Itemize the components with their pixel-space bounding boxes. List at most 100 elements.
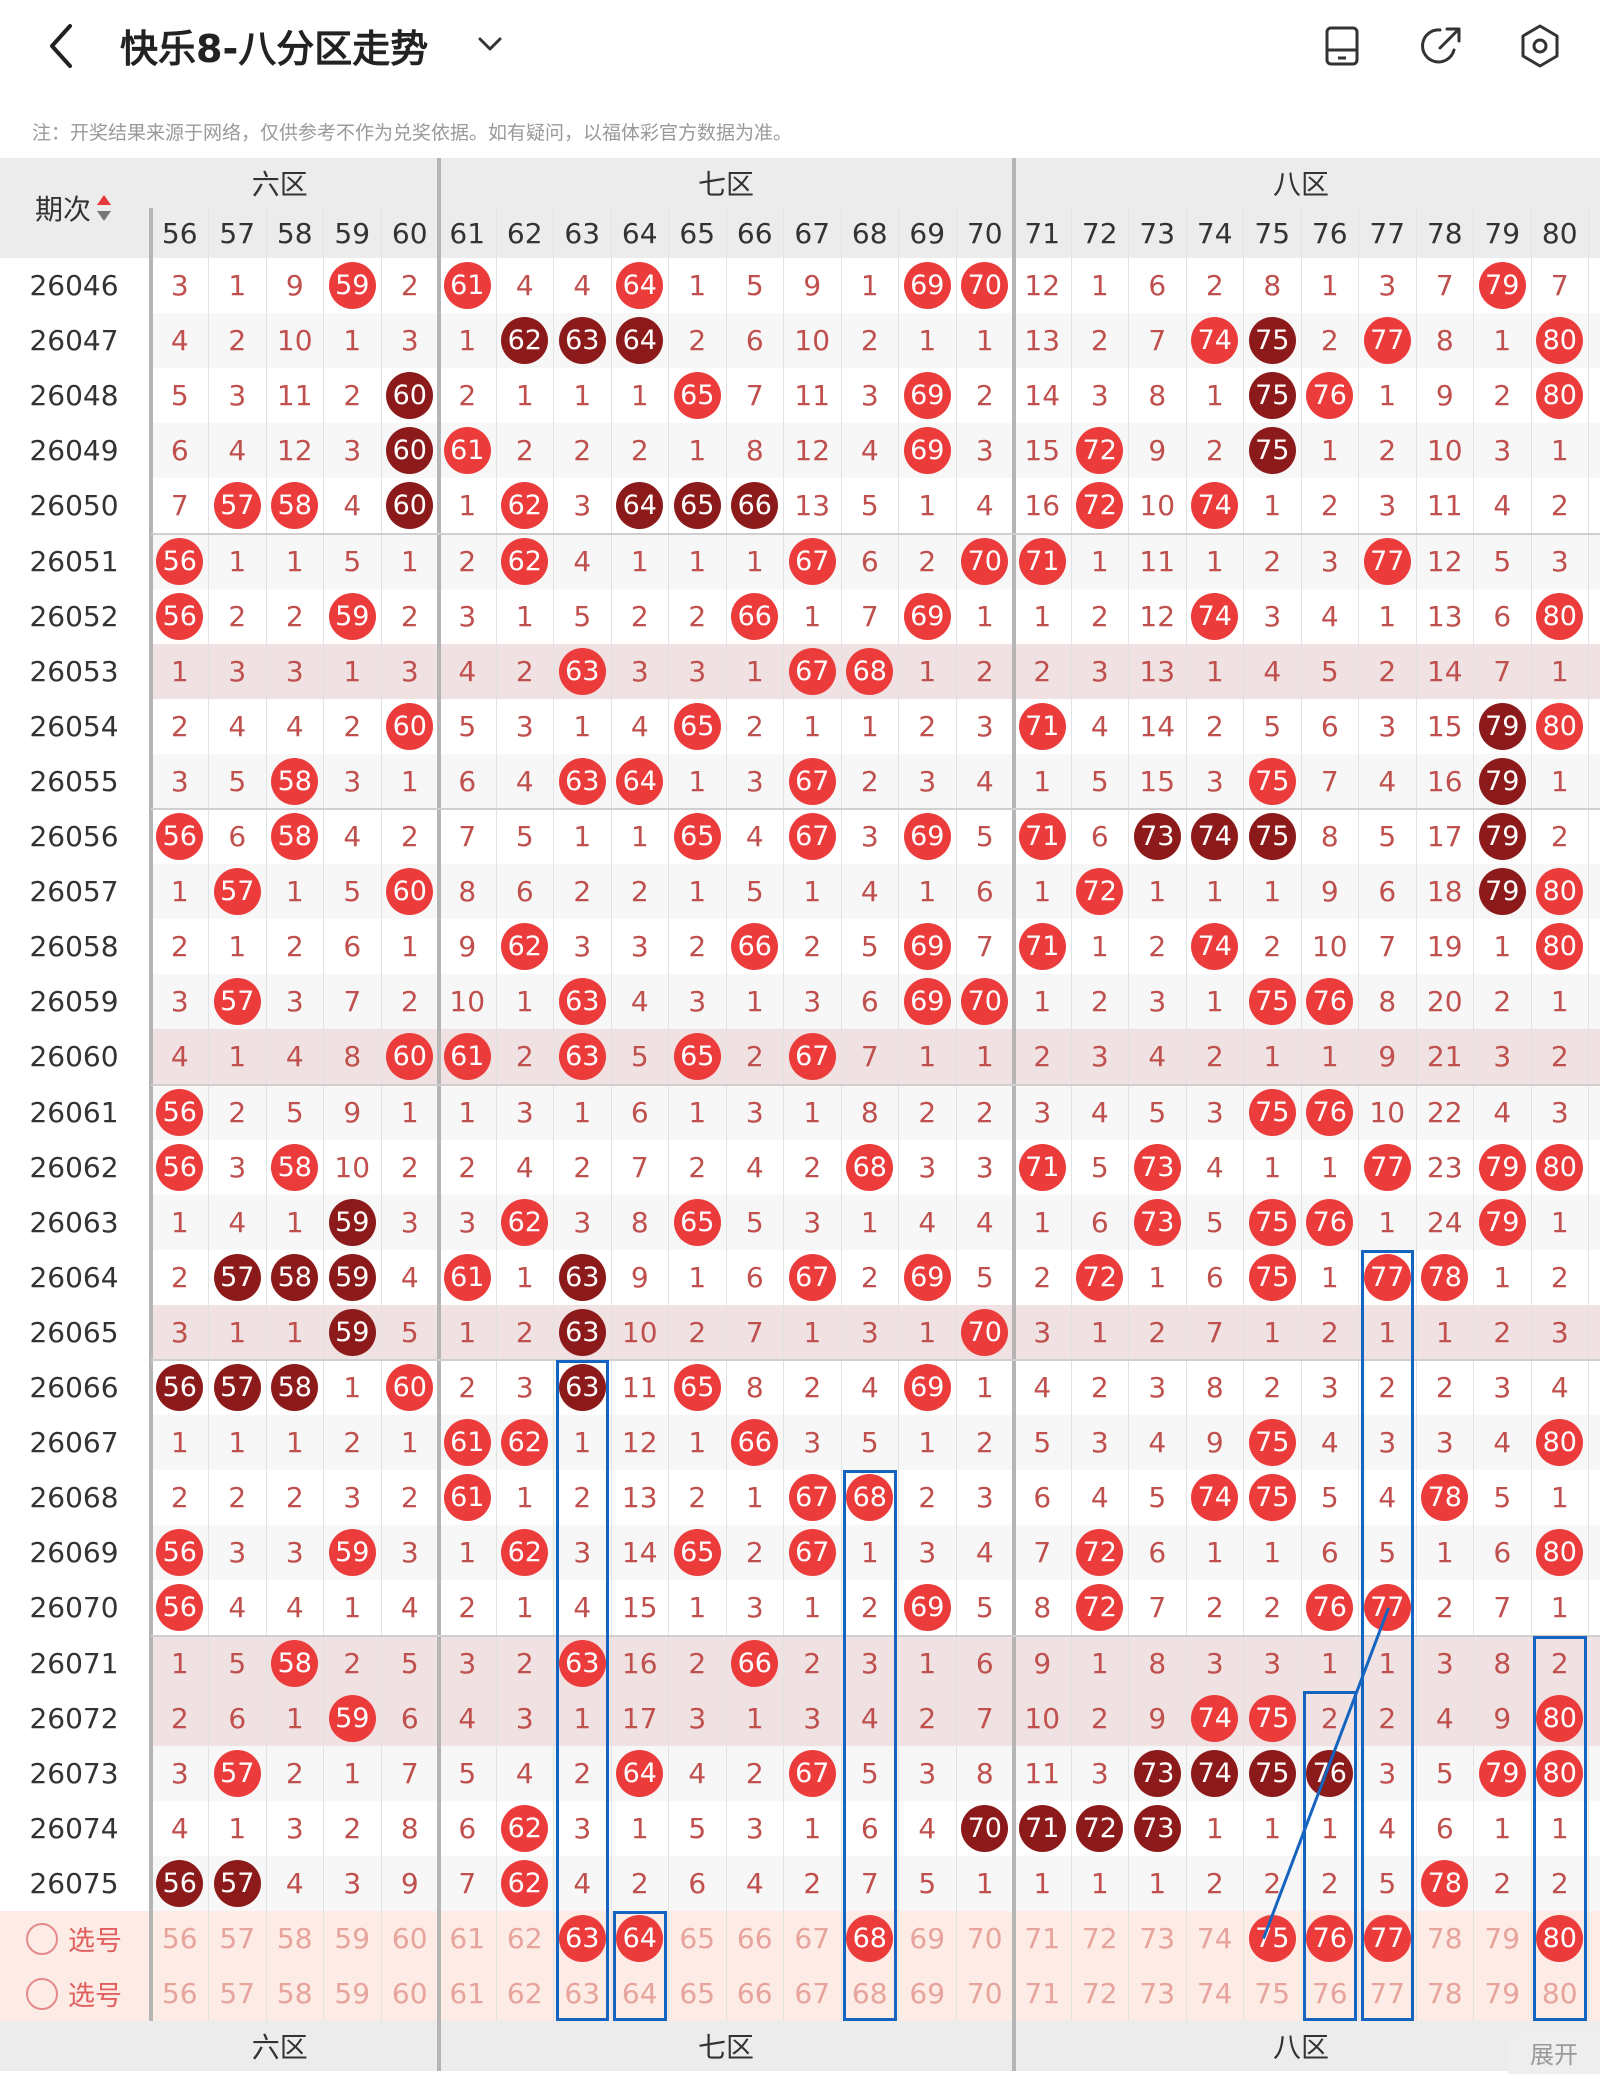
select-cell[interactable]: 78: [1426, 1922, 1463, 1956]
settings-icon[interactable]: [1514, 20, 1566, 72]
select-cell[interactable]: 67: [794, 1922, 831, 1956]
trend-cell: 1: [1205, 544, 1224, 578]
select-cell[interactable]: 64: [621, 1977, 658, 2011]
share-icon[interactable]: [1416, 20, 1468, 72]
select-cell[interactable]: 79: [1484, 1922, 1521, 1956]
select-cell[interactable]: 80: [1531, 1911, 1589, 1966]
select-cell[interactable]: 73: [1139, 1977, 1176, 2011]
trend-cell: 80: [1531, 1691, 1589, 1746]
selected-ball[interactable]: 63: [558, 1915, 606, 1963]
trend-cell: 75: [1244, 1250, 1302, 1305]
select-cell[interactable]: 71: [1024, 1977, 1061, 2011]
trend-cell: 69: [899, 1250, 957, 1305]
select-cell[interactable]: 67: [794, 1977, 831, 2011]
select-cell[interactable]: 74: [1196, 1922, 1233, 1956]
trend-cell: 57: [209, 478, 267, 533]
select-cell[interactable]: 77: [1369, 1977, 1406, 2011]
trend-cell: 6: [688, 1866, 707, 1900]
number-ball: 69: [903, 372, 951, 420]
select-cell[interactable]: 80: [1541, 1977, 1578, 2011]
selected-ball[interactable]: 68: [846, 1915, 894, 1963]
select-row-label[interactable]: 选号: [0, 1911, 148, 1966]
select-cell[interactable]: 73: [1139, 1922, 1176, 1956]
selected-ball[interactable]: 64: [616, 1915, 664, 1963]
layout-switch-icon[interactable]: [1318, 20, 1370, 72]
select-cell[interactable]: 62: [506, 1977, 543, 2011]
trend-cell: 7: [1033, 1536, 1052, 1570]
trend-cell: 2: [975, 1095, 994, 1129]
select-cell[interactable]: 61: [449, 1922, 486, 1956]
select-cell[interactable]: 59: [334, 1922, 371, 1956]
select-cell[interactable]: 65: [679, 1977, 716, 2011]
back-arrow-icon[interactable]: [38, 18, 88, 74]
select-cell[interactable]: 66: [736, 1977, 773, 2011]
trend-cell: 1: [515, 1591, 534, 1625]
select-cell[interactable]: 56: [161, 1922, 198, 1956]
select-cell[interactable]: 64: [611, 1911, 669, 1966]
select-cell[interactable]: 63: [564, 1977, 601, 2011]
trend-cell: 3: [573, 930, 592, 964]
select-cell[interactable]: 79: [1484, 1977, 1521, 2011]
chevron-down-icon[interactable]: [472, 26, 508, 62]
select-cell[interactable]: 75: [1244, 1911, 1302, 1966]
select-cell[interactable]: 61: [449, 1977, 486, 2011]
select-cell[interactable]: 71: [1024, 1922, 1061, 1956]
select-cell[interactable]: 72: [1081, 1977, 1118, 2011]
trend-cell: 75: [1244, 313, 1302, 368]
trend-cell: 5: [1148, 1481, 1167, 1515]
select-cell[interactable]: 60: [391, 1922, 428, 1956]
select-cell[interactable]: 58: [276, 1922, 313, 1956]
column-number: 58: [276, 216, 313, 250]
select-cell[interactable]: 69: [909, 1922, 946, 1956]
selected-ball[interactable]: 80: [1536, 1915, 1584, 1963]
select-cell[interactable]: 76: [1311, 1977, 1348, 2011]
select-cell[interactable]: 75: [1254, 1977, 1291, 2011]
select-cell[interactable]: 59: [334, 1977, 371, 2011]
trend-cell: 8: [1263, 269, 1282, 303]
select-cell[interactable]: 70: [966, 1977, 1003, 2011]
select-cell[interactable]: 56: [161, 1977, 198, 2011]
number-ball: 69: [903, 427, 951, 475]
number-ball: 80: [1536, 592, 1584, 640]
trend-cell: 3: [803, 1205, 822, 1239]
select-cell[interactable]: 62: [506, 1922, 543, 1956]
select-cell[interactable]: 70: [966, 1922, 1003, 1956]
select-radio[interactable]: [26, 1977, 58, 2010]
select-cell[interactable]: 78: [1426, 1977, 1463, 2011]
select-cell[interactable]: 60: [391, 1977, 428, 2011]
select-row-label[interactable]: 选号: [0, 1966, 148, 2021]
select-cell[interactable]: 68: [851, 1977, 888, 2011]
select-radio[interactable]: [26, 1922, 58, 1955]
trend-cell: 63: [554, 1360, 612, 1415]
select-cell[interactable]: 57: [219, 1977, 256, 2011]
select-cell[interactable]: 63: [554, 1911, 612, 1966]
select-cell[interactable]: 66: [736, 1922, 773, 1956]
trend-cell: 64: [611, 258, 669, 313]
select-cell[interactable]: 69: [909, 1977, 946, 2011]
select-cell[interactable]: 58: [276, 1977, 313, 2011]
trend-table[interactable]: 六区 七区 八区 六区 七区 八区 期次 56 57 58 59 60 61 62 63 64 65 66 67 68…: [0, 158, 1600, 2071]
page-title: 快乐8-八分区走势: [120, 27, 429, 71]
select-cell[interactable]: 74: [1196, 1977, 1233, 2011]
trend-cell: 1: [285, 1205, 304, 1239]
issue-number: 26060: [29, 1040, 119, 1074]
select-cell[interactable]: 65: [679, 1922, 716, 1956]
trend-cell: 3: [170, 269, 189, 303]
issue-header[interactable]: 期次: [0, 178, 148, 238]
trend-cell: 3: [860, 820, 879, 854]
select-cell[interactable]: 68: [841, 1911, 899, 1966]
trend-cell: 1: [515, 379, 534, 413]
trend-cell: 12: [621, 1426, 658, 1460]
trend-cell: 7: [1493, 1591, 1512, 1625]
select-cell[interactable]: 57: [219, 1922, 256, 1956]
trend-cell: 3: [745, 1811, 764, 1845]
expand-button[interactable]: 展开: [1508, 2030, 1600, 2074]
select-cell[interactable]: 72: [1081, 1922, 1118, 1956]
selected-ball[interactable]: 75: [1248, 1915, 1296, 1963]
number-ball: 60: [386, 702, 434, 750]
trend-cell: 79: [1474, 1140, 1532, 1195]
number-ball: 77: [1363, 1253, 1411, 1301]
trend-cell: 3: [1550, 1315, 1569, 1349]
number-ball: 67: [788, 647, 836, 695]
number-ball: 74: [1191, 1694, 1239, 1742]
